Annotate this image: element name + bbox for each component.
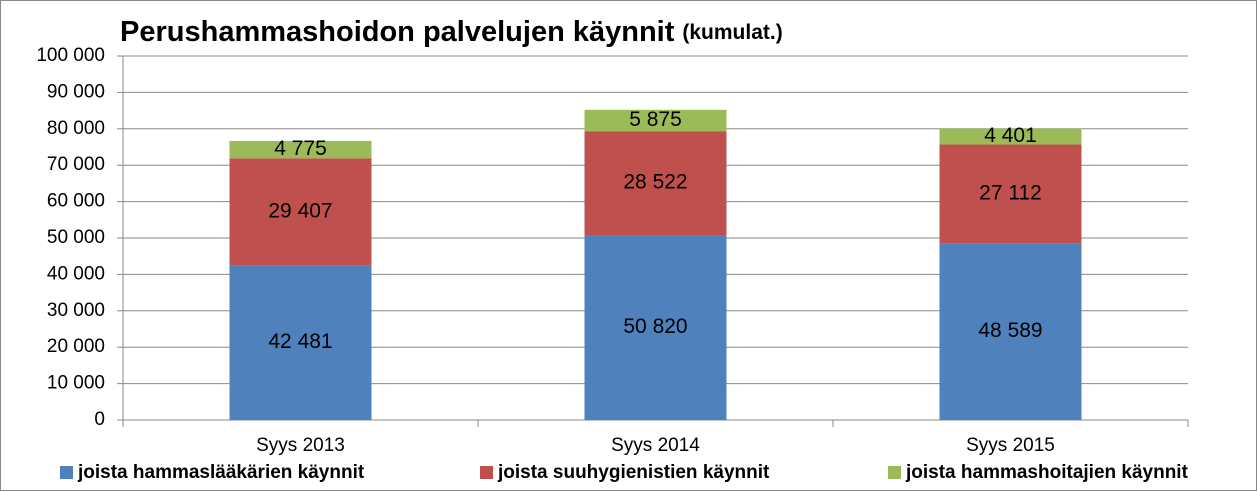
data-label: 29 407	[268, 199, 332, 222]
y-tick-label: 50 000	[47, 227, 105, 248]
legend-swatch	[60, 466, 73, 479]
legend-swatch	[888, 466, 901, 479]
legend-label: joista suuhygienistien käynnit	[497, 462, 770, 483]
y-tick-label: 90 000	[47, 81, 105, 102]
legend-label: joista hammaslääkärien käynnit	[77, 462, 365, 483]
x-tick-label: Syys 2015	[966, 435, 1055, 456]
x-tick-label: Syys 2013	[256, 435, 345, 456]
data-label: 48 589	[978, 319, 1042, 342]
bar-segment	[584, 109, 727, 132]
x-tick-label: Syys 2014	[611, 435, 700, 456]
y-tick-label: 100 000	[36, 45, 105, 66]
y-tick-label: 40 000	[47, 263, 105, 284]
data-label: 27 112	[979, 181, 1042, 204]
bar-segment	[229, 140, 372, 159]
y-tick-label: 60 000	[47, 191, 105, 212]
y-tick-label: 10 000	[47, 373, 105, 394]
y-tick-label: 20 000	[47, 336, 105, 357]
data-label: 4 775	[274, 137, 327, 160]
y-tick-label: 30 000	[47, 300, 105, 321]
legend-label: joista hammashoitajien käynnit	[905, 462, 1189, 483]
data-label: 5 875	[629, 108, 682, 131]
chart-title: Perushammashoidon palvelujen käynnit (kum…	[120, 16, 783, 48]
data-label: 4 401	[984, 124, 1037, 147]
bar-segment	[584, 131, 727, 236]
data-label: 50 820	[623, 315, 687, 338]
legend-swatch	[480, 466, 493, 479]
bar-segment	[939, 128, 1082, 145]
bar-segment	[939, 144, 1082, 244]
bar-segment	[584, 235, 727, 420]
bar-segment	[229, 265, 372, 420]
bar-segment	[939, 243, 1082, 420]
data-label: 28 522	[623, 171, 687, 194]
y-tick-label: 0	[94, 409, 105, 430]
y-tick-label: 80 000	[47, 118, 105, 139]
y-tick-label: 70 000	[47, 154, 105, 175]
data-label: 42 481	[268, 330, 332, 353]
bar-segment	[229, 158, 372, 266]
